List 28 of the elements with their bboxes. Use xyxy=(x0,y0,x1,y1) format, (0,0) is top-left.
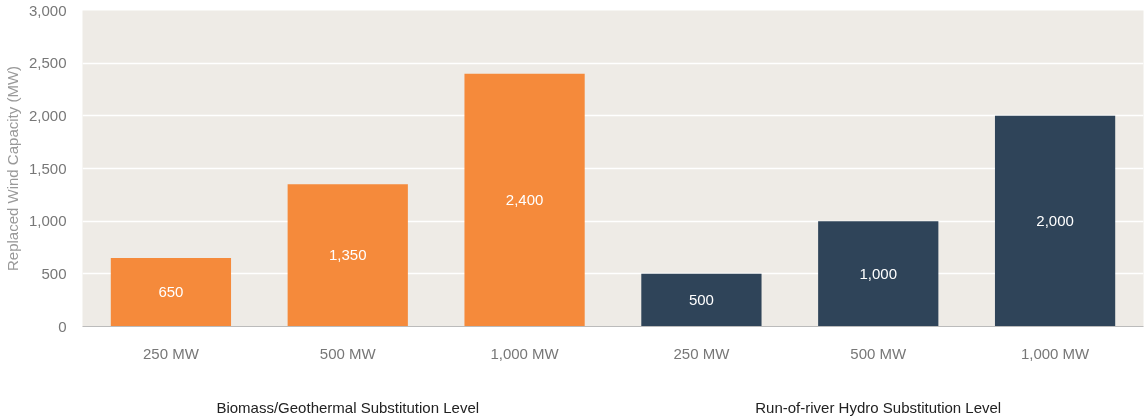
x-tick-label: 250 MW xyxy=(142,344,200,362)
y-tick-label: 2,000 xyxy=(28,106,67,124)
data-label: 500 xyxy=(688,291,714,309)
y-tick-label: 1,500 xyxy=(28,159,67,177)
x-tick-label: 1,000 MW xyxy=(1020,344,1091,362)
text: Biomass/Geothermal Substitution Level xyxy=(216,398,480,416)
data-label: 2,000 xyxy=(1036,212,1074,230)
y-tick-label: 0 xyxy=(58,317,67,335)
y-tick-label: 2,500 xyxy=(28,54,67,72)
text: Run-of-river Hydro Substitution Level xyxy=(755,398,1002,416)
y-tick-label: 3,000 xyxy=(28,1,67,19)
bar xyxy=(464,73,585,327)
bar xyxy=(287,184,408,327)
bar xyxy=(110,258,232,327)
y-axis-title: Replaced Wind Capacity (MW) xyxy=(3,65,21,272)
bar xyxy=(818,221,939,327)
data-label: 1,350 xyxy=(328,246,367,264)
bar xyxy=(994,115,1116,327)
x-tick-label: 500 MW xyxy=(319,344,377,362)
bar xyxy=(641,273,762,327)
data-label: 650 xyxy=(158,283,184,301)
data-label: 2,400 xyxy=(505,191,544,209)
x-tick-label: 250 MW xyxy=(673,344,731,362)
x-tick-label: 500 MW xyxy=(850,344,908,362)
y-tick-label: 500 xyxy=(41,264,67,282)
x-tick-label: 1,000 MW xyxy=(490,344,560,362)
y-tick-label: 1,000 xyxy=(28,212,67,230)
data-label: 1,000 xyxy=(859,264,898,282)
